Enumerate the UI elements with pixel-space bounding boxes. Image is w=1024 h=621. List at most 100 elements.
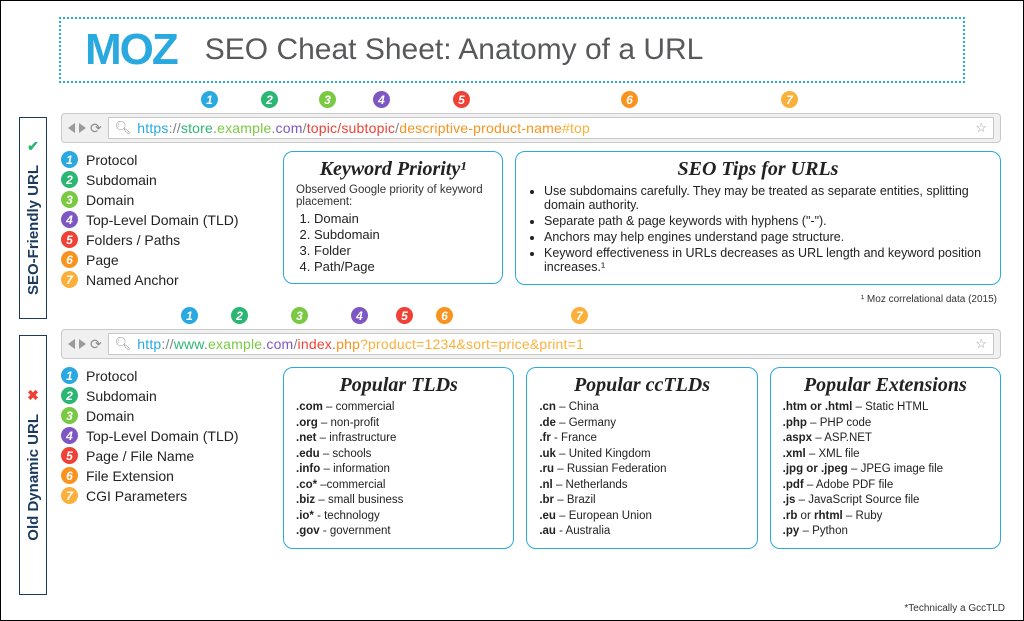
search-icon: 🔍︎: [115, 120, 132, 136]
legend-badge: 7: [61, 487, 78, 504]
legend-label: File Extension: [86, 468, 174, 484]
list-item-bold: .info: [296, 463, 320, 475]
list-item-bold: .xml: [783, 448, 806, 460]
marker-4: 4: [373, 91, 390, 108]
list-item: .com – commercial: [296, 400, 501, 416]
url-segment: https: [137, 120, 168, 136]
legend-item: 7 CGI Parameters: [61, 487, 271, 504]
list-item: .jpg or .jpeg – JPEG image file: [783, 462, 988, 478]
legend-badge: 6: [61, 467, 78, 484]
legend-item: 2Subdomain: [61, 171, 271, 188]
forward-icon: [79, 339, 86, 349]
url-segment: index: [298, 336, 332, 352]
legend-item: 4Top-Level Domain (TLD): [61, 211, 271, 228]
list-item: .js – JavaScript Source file: [783, 493, 988, 509]
card-heading: Popular ccTLDs: [539, 374, 744, 397]
marker-1: 1: [181, 307, 198, 324]
legend-item: 1 Protocol: [61, 367, 271, 384]
list-item-bold: .jpg or .jpeg: [783, 463, 848, 475]
card-heading: Popular Extensions: [783, 374, 988, 397]
list-item: Use subdomains carefully. They may be tr…: [544, 184, 988, 212]
list-item-bold: rhtml: [814, 510, 843, 522]
legend-label: Top-Level Domain (TLD): [86, 212, 239, 228]
legend-item: 6 File Extension: [61, 467, 271, 484]
list-item-bold: .aspx: [783, 432, 812, 444]
legend-label: Subdomain: [86, 172, 157, 188]
star-icon: ☆: [975, 336, 987, 352]
legend-label: Protocol: [86, 368, 137, 384]
cctld-list: .cn – China.de – Germany.fr - France.uk …: [539, 400, 744, 540]
marker-7: 7: [571, 307, 588, 324]
list-item-bold: .de: [539, 417, 556, 429]
list-item-bold: .cn: [539, 401, 556, 413]
card-cctlds: Popular ccTLDs .cn – China.de – Germany.…: [526, 367, 757, 549]
search-icon: 🔍︎: [115, 336, 132, 352]
bad-columns: 1Protocol2Subdomain3Domain4Top-Level Dom…: [61, 367, 1001, 549]
section-good: 1234567 ⟳ 🔍︎ https://store.example.com/t…: [61, 91, 1001, 305]
nav-controls: ⟳: [68, 336, 102, 353]
list-item: .eu – European Union: [539, 509, 744, 525]
list-item: Path/Page: [314, 259, 490, 274]
card-heading: Popular TLDs: [296, 374, 501, 397]
marker-2: 2: [261, 91, 278, 108]
reload-icon: ⟳: [90, 336, 102, 353]
legend-badge: 3: [61, 191, 78, 208]
legend-badge: 6: [61, 251, 78, 268]
legend-badge: 5: [61, 231, 78, 248]
address-field-good: 🔍︎ https://store.example.com/topic/subto…: [108, 117, 994, 139]
list-item: .biz – small business: [296, 493, 501, 509]
legend-item: 2Subdomain: [61, 387, 271, 404]
legend-label: Folders / Paths: [86, 232, 180, 248]
url-good: https://store.example.com/topic/subtopic…: [137, 120, 590, 136]
card-heading: Keyword Priority¹: [296, 158, 490, 181]
legend-label: Page: [86, 252, 119, 268]
seo-tips-list: Use subdomains carefully. They may be tr…: [544, 184, 988, 274]
legend-label: Domain: [86, 192, 134, 208]
list-item: .nl – Netherlands: [539, 478, 744, 494]
legend-label: Subdomain: [86, 388, 157, 404]
url-segment: ://: [169, 120, 181, 136]
good-columns: 1Protocol2Subdomain3Domain4Top-Level Dom…: [61, 151, 1001, 291]
list-item: Separate path & page keywords with hyphe…: [544, 214, 988, 228]
list-item: .fr - France: [539, 431, 744, 447]
list-item: .org – non-profit: [296, 416, 501, 432]
marker-5: 5: [453, 91, 470, 108]
url-segment: www: [174, 336, 204, 352]
list-item-bold: .net: [296, 432, 316, 444]
card-heading: SEO Tips for URLs: [528, 158, 988, 181]
list-item: .info – information: [296, 462, 501, 478]
list-item-bold: .htm or .html: [783, 401, 853, 413]
moz-logo: MOZ: [85, 25, 177, 75]
list-item-bold: .edu: [296, 448, 320, 460]
check-icon: ✔: [27, 134, 39, 159]
legend-badge: 1: [61, 367, 78, 384]
legend-badge: 3: [61, 407, 78, 424]
list-item-bold: .py: [783, 525, 800, 537]
list-item: .edu – schools: [296, 447, 501, 463]
legend-item: 6 Page: [61, 251, 271, 268]
footnote-moz: ¹ Moz correlational data (2015): [61, 294, 997, 305]
list-item-bold: .org: [296, 417, 318, 429]
footnote-gcctld: *Technically a GccTLD: [904, 603, 1005, 614]
list-item-bold: .ru: [539, 463, 554, 475]
card-keyword-priority: Keyword Priority¹ Observed Google priori…: [283, 151, 503, 284]
list-item-bold: .rb: [783, 510, 798, 522]
markers-good: 1234567: [61, 91, 1001, 113]
legend-item: 3Domain: [61, 407, 271, 424]
reload-icon: ⟳: [90, 120, 102, 137]
legend-badge: 7: [61, 271, 78, 288]
marker-6: 6: [436, 307, 453, 324]
url-segment: descriptive-product-name: [399, 120, 562, 136]
list-item: .cn – China: [539, 400, 744, 416]
list-item-bold: .biz: [296, 494, 315, 506]
list-item-bold: .io*: [296, 510, 314, 522]
url-segment: ://: [161, 336, 173, 352]
list-item: .py – Python: [783, 524, 988, 540]
legend-label: CGI Parameters: [86, 488, 187, 504]
legend-item: 3 Domain: [61, 191, 271, 208]
legend-item: 7Named Anchor: [61, 271, 271, 288]
legend-label: Protocol: [86, 152, 137, 168]
list-item: .io* - technology: [296, 509, 501, 525]
url-segment: example: [217, 120, 271, 136]
url-bar-bad: ⟳ 🔍︎ http://www.example.com/index.php?pr…: [61, 329, 1001, 359]
